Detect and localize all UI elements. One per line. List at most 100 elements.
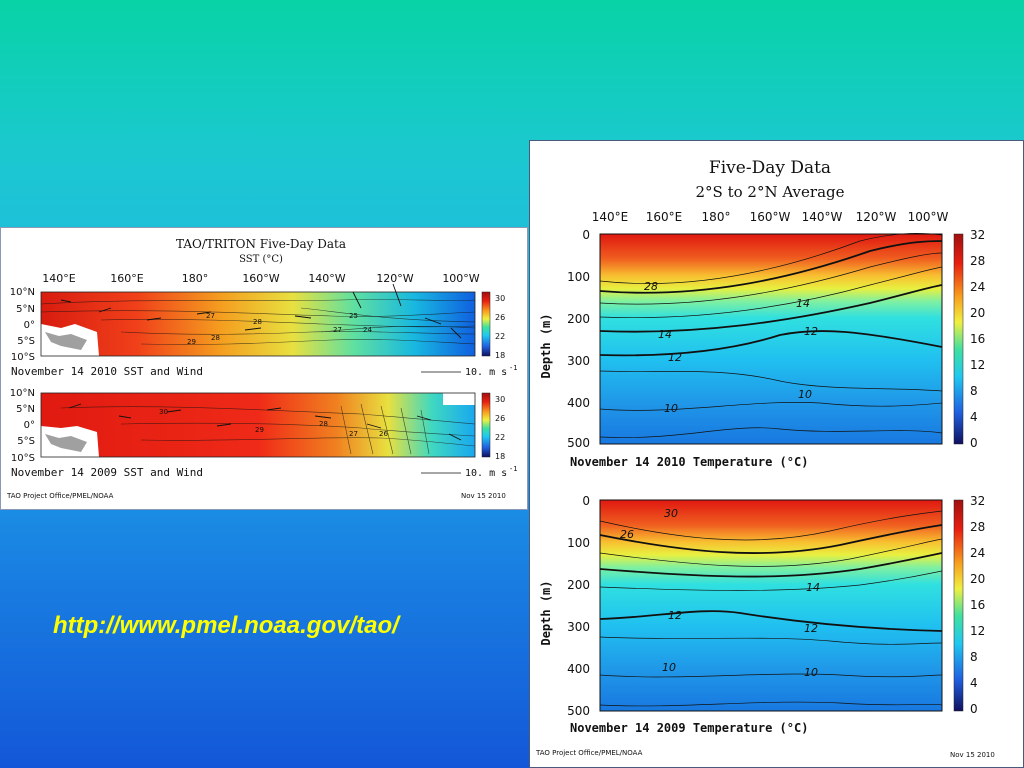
lat-tick-label: 0° <box>24 420 35 431</box>
temperature-colorbar <box>953 499 964 712</box>
depth-tick-label: 100 <box>567 270 590 284</box>
contour-label: 12 <box>804 622 818 635</box>
depth-tick-label: 0 <box>582 228 590 242</box>
wind-scale-exponent: -1 <box>509 364 517 372</box>
lat-tick-label: 5°N <box>16 404 35 415</box>
colorbar-label: 18 <box>495 452 505 461</box>
colorbar-label: 30 <box>495 294 505 303</box>
colorbar-label: 16 <box>970 332 985 346</box>
lon-tick-label: 100°W <box>908 210 949 224</box>
colorbar-label: 32 <box>970 228 985 242</box>
footer-date: Nov 15 2010 <box>461 492 506 500</box>
colorbar-label: 24 <box>970 280 985 294</box>
colorbar-label: 26 <box>495 414 505 423</box>
contour-label: 10 <box>662 661 676 674</box>
contour-label: 14 <box>658 328 672 341</box>
contour-label: 12 <box>668 609 682 622</box>
colorbar-label: 8 <box>970 384 978 398</box>
colorbar-label: 22 <box>495 332 505 341</box>
contour-label: 10 <box>664 402 678 415</box>
sst-contours <box>40 299 476 345</box>
contour-label: 29 <box>255 426 264 434</box>
map-frame <box>40 291 476 357</box>
lon-tick-label: 100°W <box>442 272 479 285</box>
lon-tick-label: 140°E <box>592 210 629 224</box>
tao-website-link[interactable]: http://www.pmel.noaa.gov/tao/ <box>53 612 399 639</box>
temperature-section-2009: Depth (m) 0 100 200 300 400 500 30 26 <box>539 494 985 735</box>
depth-tick-label: 500 <box>567 436 590 450</box>
sst-map-2009: 10°N 5°N 0° 5°S 10°S 30 <box>10 388 518 479</box>
new-guinea-landmass <box>45 332 87 350</box>
isotherms <box>599 510 943 707</box>
lon-tick-label: 120°W <box>856 210 897 224</box>
colorbar-label: 24 <box>970 546 985 560</box>
map-frame <box>40 392 476 458</box>
contour-label: 28 <box>644 280 658 293</box>
colorbar-label: 0 <box>970 702 978 716</box>
colorbar-label: 20 <box>970 572 985 586</box>
lat-tick-label: 10°N <box>10 388 35 399</box>
colorbar-label: 8 <box>970 650 978 664</box>
lon-tick-label: 140°W <box>308 272 345 285</box>
sst-contours <box>60 403 476 455</box>
depth-panel-subtitle: 2°S to 2°N Average <box>695 183 844 201</box>
contour-label: 27 <box>333 326 342 334</box>
contour-label: 27 <box>349 430 358 438</box>
footer-credit: TAO Project Office/PMEL/NOAA <box>6 492 114 500</box>
colorbar-label: 20 <box>970 306 985 320</box>
colorbar-label: 0 <box>970 436 978 450</box>
contour-label: 27 <box>206 312 215 320</box>
contour-label: 28 <box>253 318 262 326</box>
wind-vectors <box>60 283 462 339</box>
sst-field <box>41 393 475 457</box>
sst-longitude-axis: 140°E 160°E 180° 160°W 140°W 120°W 100°W <box>42 272 480 285</box>
lon-tick-label: 140°W <box>802 210 843 224</box>
lat-tick-label: 5°S <box>17 436 35 447</box>
sst-panel-title: TAO/TRITON Five-Day Data <box>176 237 346 251</box>
contour-label: 24 <box>363 326 372 334</box>
lat-tick-label: 5°N <box>16 304 35 315</box>
temperature-colorbar <box>953 233 964 445</box>
colorbar-label: 28 <box>970 520 985 534</box>
sst-colorbar <box>481 392 491 458</box>
section-frame <box>599 499 943 712</box>
sst-wind-panel: TAO/TRITON Five-Day Data SST (°C) 140°E … <box>0 227 528 510</box>
contour-label: 26 <box>620 528 634 541</box>
lon-tick-label: 160°W <box>242 272 279 285</box>
colorbar-label: 32 <box>970 494 985 508</box>
contour-label: 25 <box>349 312 358 320</box>
wind-scale-label: 10. m s <box>465 468 507 479</box>
section-frame <box>599 233 943 445</box>
footer-credit: TAO Project Office/PMEL/NOAA <box>535 749 643 757</box>
colorbar-label: 4 <box>970 410 978 424</box>
wind-scale-exponent: -1 <box>509 465 517 473</box>
sst-field <box>41 292 475 356</box>
depth-tick-label: 200 <box>567 312 590 326</box>
lon-tick-label: 160°E <box>110 272 143 285</box>
depth-tick-label: 300 <box>567 354 590 368</box>
sst-colorbar <box>481 291 491 357</box>
contour-label: 10 <box>798 388 812 401</box>
map-caption: November 14 2010 SST and Wind <box>11 365 203 378</box>
lon-tick-label: 180° <box>182 272 209 285</box>
section-caption: November 14 2009 Temperature (°C) <box>570 721 808 735</box>
colorbar-label: 4 <box>970 676 978 690</box>
footer-date: Nov 15 2010 <box>950 751 995 759</box>
contour-label: 10 <box>804 666 818 679</box>
depth-tick-label: 400 <box>567 396 590 410</box>
depth-tick-label: 300 <box>567 620 590 634</box>
new-guinea-landmass <box>45 434 87 452</box>
depth-tick-label: 0 <box>582 494 590 508</box>
contour-label: 12 <box>668 351 682 364</box>
no-data-mask <box>443 393 475 405</box>
colorbar-label: 12 <box>970 624 985 638</box>
contour-label: 26 <box>379 430 388 438</box>
temperature-field <box>600 234 942 444</box>
lat-tick-label: 10°S <box>11 453 35 464</box>
lon-tick-label: 160°E <box>646 210 683 224</box>
contour-label: 30 <box>159 408 168 416</box>
contour-label: 28 <box>319 420 328 428</box>
depth-tick-label: 400 <box>567 662 590 676</box>
contour-label: 14 <box>806 581 820 594</box>
depth-tick-label: 200 <box>567 578 590 592</box>
